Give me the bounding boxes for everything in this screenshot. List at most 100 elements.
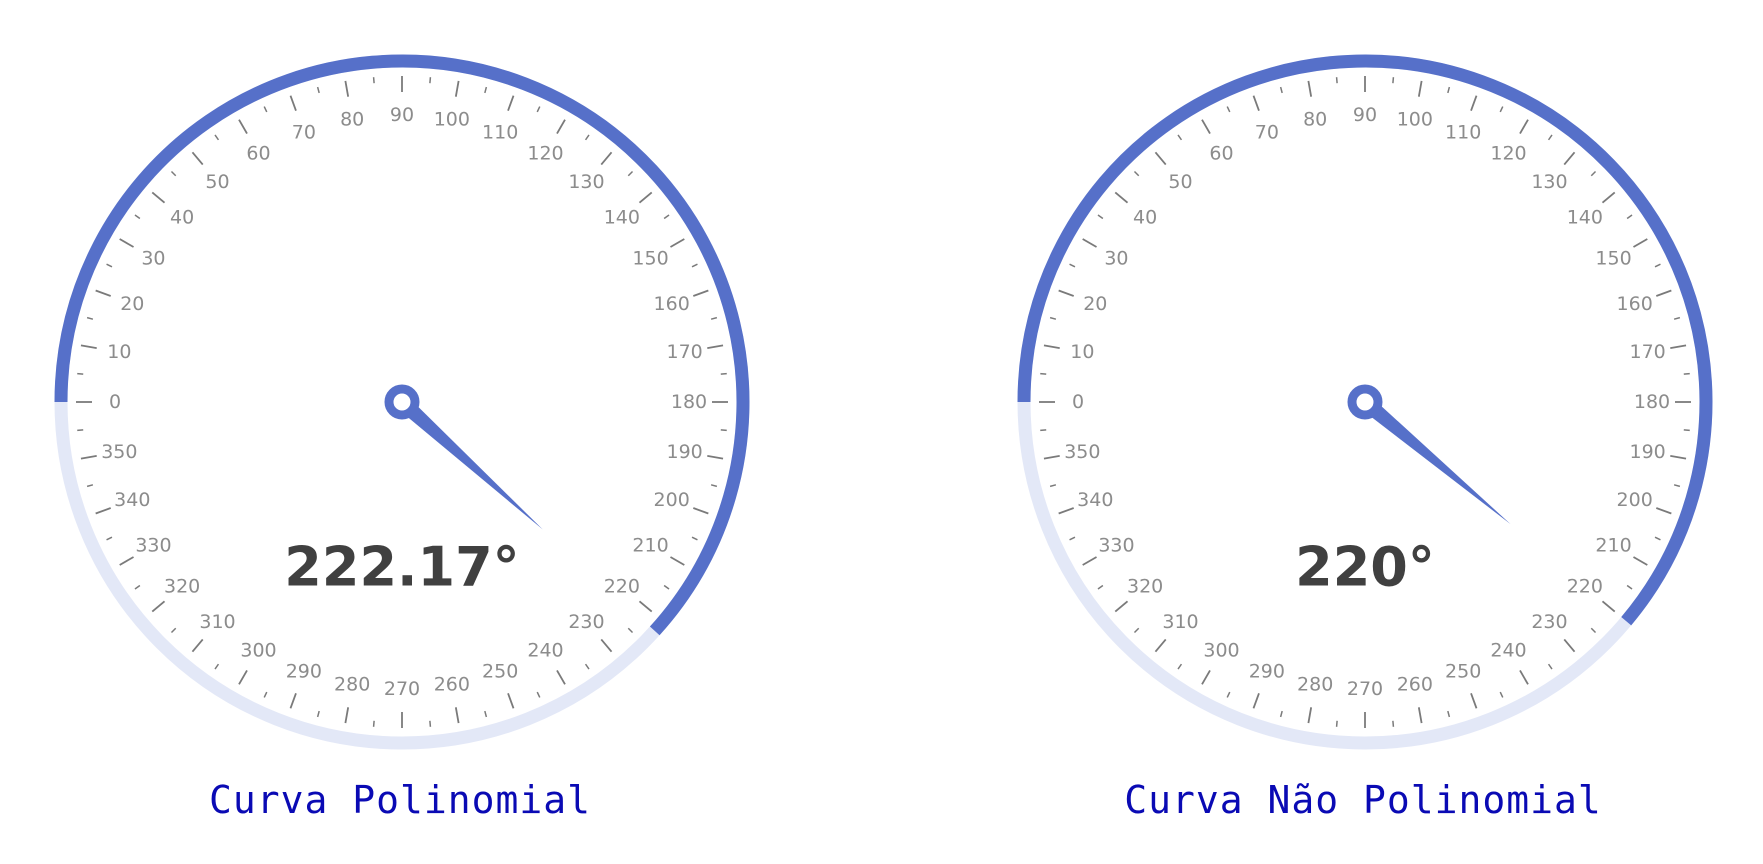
gauge-tick-label: 80	[340, 108, 364, 130]
gauge-tick-label: 320	[164, 575, 200, 597]
gauge-minor-tick	[214, 134, 220, 141]
gauge-minor-tick	[1133, 170, 1140, 177]
gauge-major-tick	[1563, 638, 1576, 653]
gauge-major-tick	[344, 707, 350, 724]
gauge-minor-tick	[1177, 134, 1183, 141]
gauge-major-tick	[1043, 344, 1060, 350]
gauge-tick-label: 290	[1249, 661, 1285, 683]
gauge-tick-label: 110	[1445, 121, 1481, 143]
gauge-major-tick	[507, 692, 515, 709]
gauge-tick-label: 150	[632, 248, 668, 270]
gauge-minor-tick	[77, 372, 84, 375]
gauge-minor-tick	[106, 536, 113, 541]
gauge-caption: Curva Não Polinomial	[1124, 778, 1602, 822]
gauge-tick-label: 40	[170, 207, 194, 229]
gauge-value-arc	[54, 54, 750, 636]
gauge-minor-tick	[1683, 429, 1690, 432]
gauge-tick-label: 150	[1595, 248, 1631, 270]
gauge-major-tick	[454, 80, 460, 97]
gauge-minor-tick	[1392, 720, 1395, 727]
gauge-minor-tick	[1133, 627, 1140, 634]
gauge-major-tick	[556, 670, 566, 685]
gauge-minor-tick	[627, 627, 634, 634]
gauge-minor-tick	[1177, 663, 1183, 670]
gauge-value-label: 222.17°	[284, 536, 519, 599]
gauge-minor-tick	[1279, 710, 1283, 718]
gauge-minor-tick	[484, 710, 488, 718]
gauge-major-tick	[1633, 238, 1648, 248]
gauge-major-tick	[1601, 600, 1616, 613]
gauge-minor-tick	[1673, 316, 1681, 320]
gauge-tick-label: 70	[1255, 121, 1279, 143]
gauge-major-tick	[1563, 151, 1576, 166]
gauge-tick-label: 130	[1531, 171, 1567, 193]
gauge-major-tick	[1201, 670, 1211, 685]
gauge-minor-tick	[134, 584, 141, 590]
gauge-major-tick	[507, 95, 515, 112]
gauge-major-tick	[1670, 454, 1687, 460]
gauge-minor-tick	[77, 429, 84, 432]
gauge-minor-tick	[1097, 214, 1104, 220]
gauge-tick-label: 50	[205, 171, 229, 193]
gauge-minor-tick	[429, 77, 432, 84]
gauge-tick-label: 160	[654, 293, 690, 315]
gauge-minor-tick	[584, 663, 590, 670]
gauge-tick-label: 0	[1072, 391, 1084, 413]
gauge-minor-tick	[86, 484, 94, 488]
gauge-major-tick	[1470, 95, 1478, 112]
gauge-tick-label: 180	[671, 391, 707, 413]
gauge-tick-label: 310	[199, 611, 235, 633]
gauge-tick-label: 250	[1445, 661, 1481, 683]
gauge-tick-label: 330	[135, 535, 171, 557]
gauge-major-tick	[1519, 670, 1529, 685]
gauge-minor-tick	[720, 429, 727, 432]
gauge-tick-label: 20	[1083, 293, 1107, 315]
gauge-minor-tick	[1626, 214, 1633, 220]
gauge-minor-tick	[663, 214, 670, 220]
gauge-major-tick	[707, 344, 724, 350]
gauge-tick-label: 30	[141, 248, 165, 270]
gauge-minor-tick	[710, 484, 718, 488]
gauge-tick-label: 90	[1353, 104, 1377, 126]
gauge-tick-label: 350	[101, 441, 137, 463]
gauge-minor-tick	[1226, 106, 1231, 113]
gauge-major-tick	[119, 238, 134, 248]
gauge-major-tick	[1154, 151, 1167, 166]
gauge-tick-label: 300	[1203, 640, 1239, 662]
gauge-major-tick	[1043, 454, 1060, 460]
gauge-tick-label: 260	[434, 674, 470, 696]
gauge-tick-label: 190	[1630, 441, 1666, 463]
gauge-major-tick	[1082, 556, 1097, 566]
gauge-minor-tick	[1069, 263, 1076, 268]
gauge-minor-tick	[106, 263, 113, 268]
gauge-tick-label: 100	[1397, 108, 1433, 130]
gauge-tick-label: 140	[1567, 207, 1603, 229]
gauge-major-tick	[1201, 119, 1211, 134]
gauge-tick-label: 220	[604, 575, 640, 597]
gauge-minor-tick	[372, 77, 375, 84]
gauge-minor-tick	[1279, 86, 1283, 94]
gauge-tick-label: 280	[1297, 674, 1333, 696]
gauge-major-tick	[289, 692, 297, 709]
gauge-tick-label: 0	[109, 391, 121, 413]
gauge-tick-label: 60	[1209, 142, 1233, 164]
gauge-tick-label: 130	[568, 171, 604, 193]
gauge-minor-tick	[1654, 536, 1661, 541]
gauge-major-tick	[600, 151, 613, 166]
gauge-tick-label: 100	[434, 108, 470, 130]
gauge-minor-tick	[1590, 627, 1597, 634]
gauge-value-label: 220°	[1295, 536, 1435, 599]
gauge-minor-tick	[584, 134, 590, 141]
gauge-major-tick	[191, 151, 204, 166]
gauge-minor-tick	[1499, 691, 1504, 698]
gauge-tick-label: 50	[1168, 171, 1192, 193]
gauge-major-tick	[1655, 507, 1672, 515]
gauge-tick-label: 120	[527, 142, 563, 164]
gauge-minor-tick	[1590, 170, 1597, 177]
gauge-minor-tick	[1392, 77, 1395, 84]
gauge-minor-tick	[1040, 429, 1047, 432]
gauge-tick-label: 10	[107, 341, 131, 363]
gauge-major-tick	[119, 556, 134, 566]
